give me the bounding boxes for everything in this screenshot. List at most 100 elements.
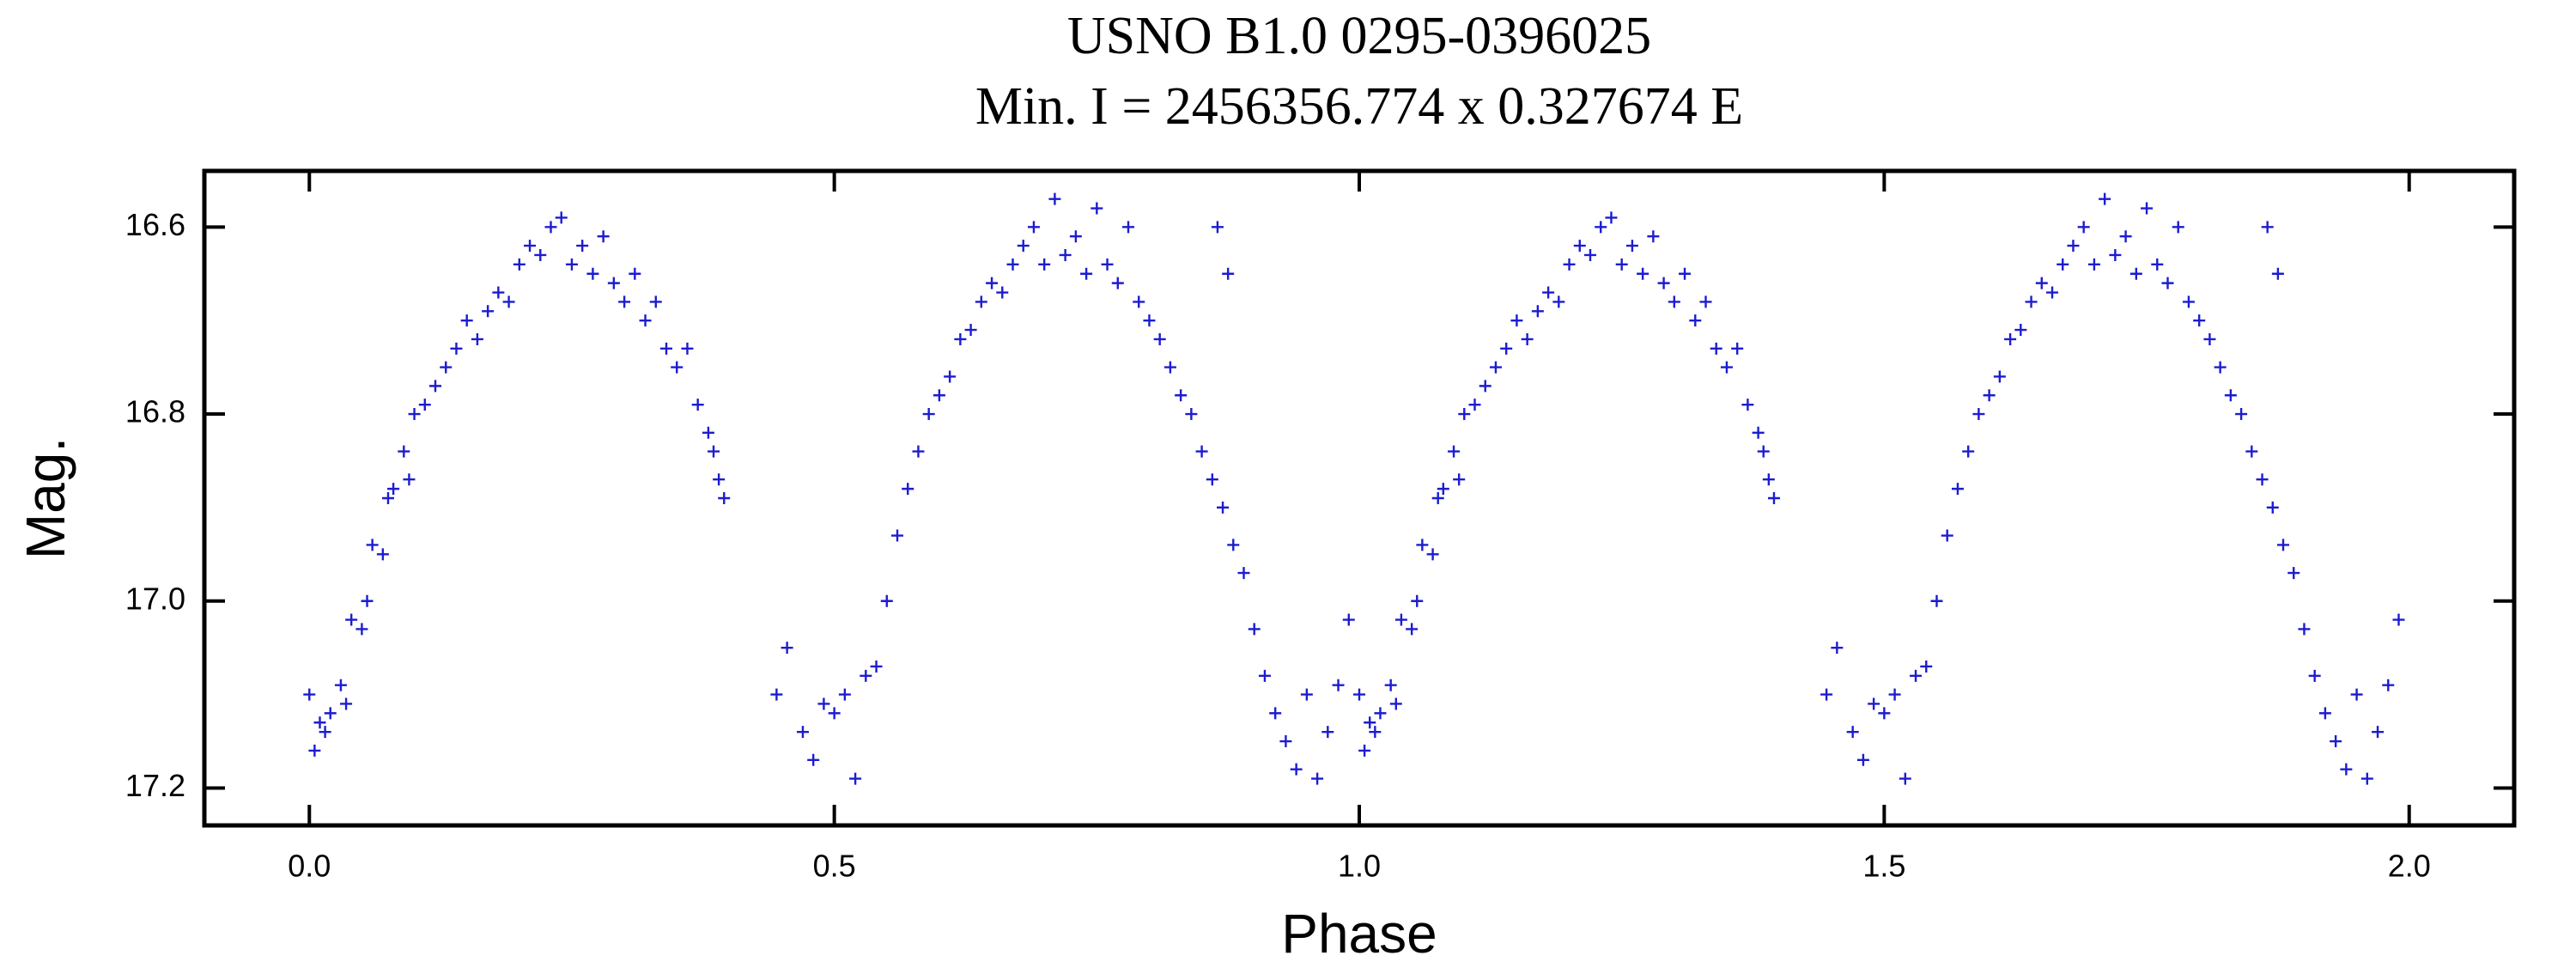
data-point: [429, 380, 441, 393]
data-point: [708, 445, 720, 458]
data-point: [944, 370, 957, 383]
y-tick-label: 16.8: [125, 394, 185, 429]
data-point: [1237, 567, 1250, 580]
data-point: [2382, 679, 2395, 691]
data-point: [2298, 623, 2311, 636]
data-point: [702, 426, 714, 439]
data-point: [1411, 594, 1424, 607]
data-point: [2261, 221, 2274, 234]
data-point: [1689, 314, 1702, 327]
x-tick-label: 0.0: [288, 849, 331, 884]
data-point: [2014, 324, 2027, 337]
data-point: [2141, 202, 2154, 215]
data-point: [303, 688, 316, 701]
data-point: [1175, 389, 1188, 402]
data-point: [1573, 240, 1586, 253]
plot-frame: [202, 168, 2517, 828]
data-point: [796, 726, 809, 739]
data-point: [1856, 753, 1869, 766]
data-point: [586, 267, 599, 280]
data-point: [1195, 445, 1208, 458]
data-point: [440, 361, 453, 374]
data-point: [1217, 501, 1230, 514]
data-point: [1248, 623, 1261, 636]
data-point: [1710, 342, 1722, 355]
data-point: [607, 277, 620, 289]
data-point: [2109, 248, 2122, 261]
data-point: [2271, 267, 2284, 280]
data-point: [1342, 613, 1355, 626]
data-point: [954, 332, 967, 345]
data-point: [308, 744, 321, 757]
data-point: [418, 399, 431, 411]
data-point: [2392, 613, 2405, 626]
data-point: [340, 697, 353, 710]
data-point: [1374, 707, 1387, 720]
data-point: [649, 295, 662, 308]
data-point: [849, 772, 862, 785]
data-point: [1531, 305, 1544, 318]
data-point: [1364, 716, 1376, 729]
data-point: [1431, 492, 1444, 504]
data-point: [1563, 258, 1576, 271]
data-point: [1489, 361, 1502, 374]
data-point: [398, 445, 410, 458]
data-point: [1899, 772, 1911, 785]
data-point: [1831, 642, 1844, 654]
data-point: [1389, 697, 1402, 710]
chart-subtitle: Min. I = 2456356.774 x 0.327674 E: [975, 77, 1743, 136]
data-point: [2308, 669, 2321, 682]
data-point: [860, 669, 872, 682]
data-point: [2087, 258, 2100, 271]
data-point: [912, 445, 925, 458]
data-point: [1384, 679, 1397, 691]
y-tick-label: 16.6: [125, 207, 185, 242]
data-point: [1983, 389, 1996, 402]
data-point: [1133, 295, 1145, 308]
data-point: [671, 361, 683, 374]
data-point: [381, 492, 394, 504]
data-point: [1394, 613, 1407, 626]
data-point: [838, 688, 851, 701]
data-point: [891, 529, 903, 542]
y-axis-label: Mag.: [15, 437, 76, 559]
data-point: [1731, 342, 1744, 355]
data-point: [2077, 221, 2090, 234]
x-axis-label: Phase: [1281, 903, 1437, 965]
data-point: [1846, 726, 1859, 739]
data-point: [2235, 408, 2248, 421]
x-tick-label: 1.5: [1862, 849, 1905, 884]
data-point: [1993, 370, 2006, 383]
data-point: [524, 240, 537, 253]
data-point: [1647, 230, 1660, 243]
data-point: [1353, 688, 1365, 701]
data-point: [502, 295, 515, 308]
data-point: [1059, 248, 1072, 261]
data-point: [1741, 399, 1754, 411]
data-point: [1206, 473, 1218, 486]
data-point: [597, 230, 610, 243]
data-point: [1941, 529, 1953, 542]
data-point: [1038, 258, 1051, 271]
data-point: [2287, 567, 2300, 580]
data-point: [2161, 277, 2174, 289]
data-point: [1542, 286, 1555, 299]
data-point: [1920, 660, 1933, 673]
data-point: [313, 716, 326, 729]
data-point: [2266, 501, 2279, 514]
data-point: [1762, 473, 1775, 486]
data-point: [639, 314, 652, 327]
data-point: [334, 679, 347, 691]
data-point: [1211, 221, 1224, 234]
data-point: [1222, 267, 1235, 280]
data-point: [1006, 258, 1019, 271]
data-point: [1615, 258, 1628, 271]
data-point: [1500, 342, 1513, 355]
data-point: [2256, 473, 2269, 486]
data-point: [1820, 688, 1833, 701]
data-point: [1625, 240, 1638, 253]
data-point: [2067, 240, 2080, 253]
data-point: [1595, 221, 1607, 234]
data-point: [2330, 735, 2342, 748]
data-point: [1468, 399, 1481, 411]
